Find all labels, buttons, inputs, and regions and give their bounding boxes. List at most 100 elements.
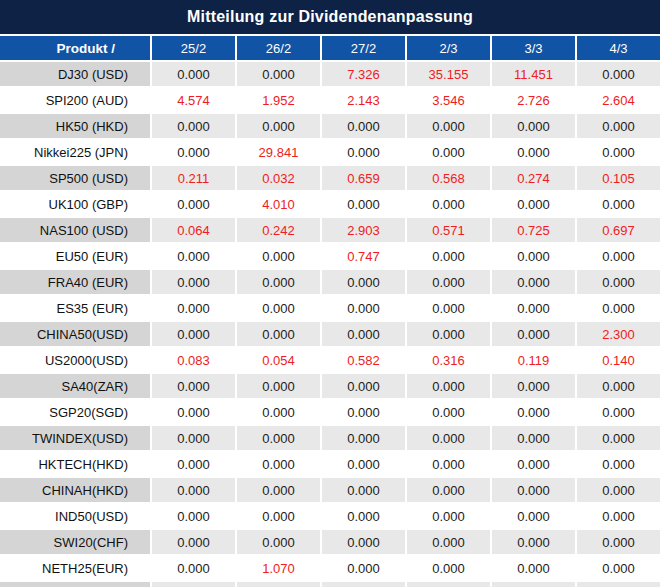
value-cell: 0.000 (407, 114, 490, 138)
column-header-product: Produkt / (0, 36, 150, 60)
value-cell: 0.000 (407, 556, 490, 580)
value-cell: 0.000 (407, 478, 490, 502)
value-cell: 0.000 (152, 374, 235, 398)
product-cell: SWI20(CHF) (0, 530, 150, 554)
product-cell: NAS100 (USD) (0, 218, 150, 242)
value-cell: 0.697 (577, 218, 660, 242)
column-header-date: 26/2 (237, 36, 320, 60)
value-cell: 0.000 (322, 556, 405, 580)
value-cell: 0.000 (152, 192, 235, 216)
product-cell: CHINA50(USD) (0, 322, 150, 346)
column-header-date: 2/3 (407, 36, 490, 60)
value-cell: 0.000 (322, 140, 405, 164)
value-cell: 0.000 (237, 374, 320, 398)
value-cell: 0.000 (492, 478, 575, 502)
value-cell: 0.000 (152, 452, 235, 476)
value-cell: 0.000 (322, 296, 405, 320)
value-cell: 0.000 (407, 426, 490, 450)
column-header-date: 4/3 (577, 36, 660, 60)
value-cell: 0.000 (322, 374, 405, 398)
value-cell: 2.143 (322, 88, 405, 112)
value-cell: 0.000 (492, 556, 575, 580)
value-cell: 0.582 (322, 348, 405, 372)
value-cell: 0.000 (152, 530, 235, 554)
product-cell: DJ30 (USD) (0, 62, 150, 86)
value-cell: 0.000 (152, 426, 235, 450)
value-cell: 0.000 (407, 374, 490, 398)
value-cell: 0.000 (152, 270, 235, 294)
product-cell: TWINDEX(USD) (0, 426, 150, 450)
value-cell: 0.571 (407, 218, 490, 242)
value-cell: 35.155 (407, 62, 490, 86)
value-cell: 0.000 (152, 244, 235, 268)
value-cell: 0.054 (237, 348, 320, 372)
product-cell: SA40(ZAR) (0, 374, 150, 398)
table-bottom-sliver (0, 582, 660, 587)
value-cell: 0.000 (237, 400, 320, 424)
value-cell: 0.000 (492, 530, 575, 554)
value-cell: 0.000 (322, 478, 405, 502)
product-cell: NETH25(EUR) (0, 556, 150, 580)
product-cell: IND50(USD) (0, 504, 150, 528)
value-cell: 0.000 (237, 504, 320, 528)
value-cell: 0.000 (237, 322, 320, 346)
value-cell: 0.000 (577, 140, 660, 164)
value-cell: 0.000 (322, 504, 405, 528)
column-header-date: 25/2 (152, 36, 235, 60)
value-cell: 0.000 (492, 322, 575, 346)
value-cell: 0.000 (577, 270, 660, 294)
product-cell: US2000(USD) (0, 348, 150, 372)
value-cell: 0.000 (492, 374, 575, 398)
value-cell: 0.000 (407, 140, 490, 164)
product-cell: ES35 (EUR) (0, 296, 150, 320)
value-cell: 0.000 (577, 452, 660, 476)
value-cell: 0.000 (492, 426, 575, 450)
product-cell: CHINAH(HKD) (0, 478, 150, 502)
value-cell: 11.451 (492, 62, 575, 86)
cropped-row-cell (237, 582, 320, 587)
value-cell: 2.300 (577, 322, 660, 346)
value-cell: 0.000 (577, 426, 660, 450)
value-cell: 0.032 (237, 166, 320, 190)
value-cell: 0.000 (152, 556, 235, 580)
product-cell: Nikkei225 (JPN) (0, 140, 150, 164)
value-cell: 0.000 (407, 270, 490, 294)
cropped-row-cell (0, 582, 150, 587)
value-cell: 0.000 (237, 530, 320, 554)
dividend-table: Produkt /25/226/227/22/33/34/3DJ30 (USD)… (0, 36, 660, 580)
value-cell: 0.000 (492, 192, 575, 216)
value-cell: 0.211 (152, 166, 235, 190)
value-cell: 0.000 (577, 114, 660, 138)
value-cell: 0.000 (237, 478, 320, 502)
value-cell: 2.726 (492, 88, 575, 112)
title-bar: Mitteilung zur Dividendenanpassung (0, 0, 660, 34)
cropped-row-cell (152, 582, 235, 587)
product-cell: SGP20(SGD) (0, 400, 150, 424)
value-cell: 0.000 (492, 244, 575, 268)
value-cell: 0.000 (237, 270, 320, 294)
value-cell: 0.000 (322, 322, 405, 346)
value-cell: 0.000 (407, 296, 490, 320)
value-cell: 0.000 (577, 478, 660, 502)
value-cell: 0.000 (152, 140, 235, 164)
value-cell: 0.000 (577, 530, 660, 554)
value-cell: 0.000 (407, 452, 490, 476)
value-cell: 2.903 (322, 218, 405, 242)
value-cell: 1.952 (237, 88, 320, 112)
value-cell: 0.000 (237, 244, 320, 268)
value-cell: 1.070 (237, 556, 320, 580)
value-cell: 0.568 (407, 166, 490, 190)
value-cell: 0.000 (152, 504, 235, 528)
product-cell: SP500 (USD) (0, 166, 150, 190)
value-cell: 0.659 (322, 166, 405, 190)
value-cell: 0.000 (407, 530, 490, 554)
value-cell: 0.140 (577, 348, 660, 372)
value-cell: 0.242 (237, 218, 320, 242)
value-cell: 0.000 (492, 270, 575, 294)
value-cell: 0.000 (492, 114, 575, 138)
product-cell: HKTECH(HKD) (0, 452, 150, 476)
value-cell: 4.010 (237, 192, 320, 216)
value-cell: 0.000 (322, 400, 405, 424)
value-cell: 0.000 (322, 530, 405, 554)
value-cell: 0.000 (322, 192, 405, 216)
